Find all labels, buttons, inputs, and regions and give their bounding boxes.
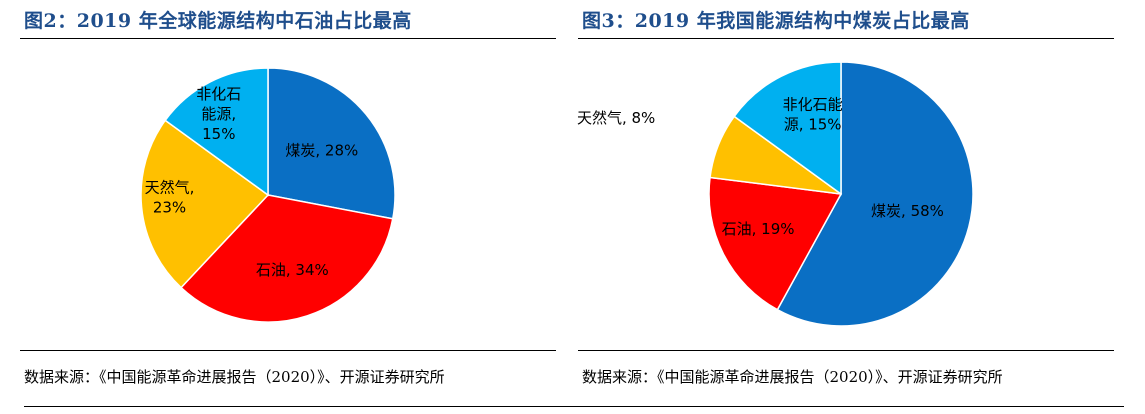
pie-slice-0 <box>267 67 396 220</box>
pie-slice-0 <box>776 61 974 327</box>
slice-label-line: 非化石能 <box>783 96 843 114</box>
slice-label-line: 23% <box>153 198 186 216</box>
chart-title: 图3：2019 年我国能源结构中煤炭占比最高 <box>582 10 970 32</box>
source-note: 数据来源：《中国能源革命进展报告（2020）》、开源证券研究所 <box>24 368 445 386</box>
title-divider <box>578 38 1114 39</box>
source-divider <box>578 350 1114 351</box>
slice-label: 非化石能源, 15% <box>196 85 241 143</box>
pie-chart-china: 煤炭, 58% 石油, 19% 天然气, 8% 非化石能源, 15% <box>577 61 974 327</box>
slice-label: 煤炭, 28% <box>285 141 358 159</box>
source-note: 数据来源：《中国能源革命进展报告（2020）》、开源证券研究所 <box>582 368 1003 386</box>
slice-label-line: 煤炭, 28% <box>285 141 358 159</box>
slice-label: 天然气, 23% <box>145 178 195 216</box>
slice-label: 石油, 34% <box>256 261 329 279</box>
slice-label-line: 石油, 19% <box>722 220 795 238</box>
pie-slice-2 <box>140 119 270 289</box>
source-divider <box>20 350 556 351</box>
slice-label-line: 煤炭, 58% <box>871 202 944 220</box>
slice-label: 煤炭, 58% <box>871 202 944 220</box>
title-divider <box>20 38 556 39</box>
pie-slice-3 <box>733 61 842 196</box>
chart-panel-global: 图2：2019 年全球能源结构中石油占比最高 煤炭, 28% 石油, 34% 天然气… <box>20 0 570 395</box>
slice-label-line: 石油, 34% <box>256 261 329 279</box>
slice-label-line: 天然气, 8% <box>577 109 655 127</box>
slice-label-line: 天然气, <box>145 178 195 196</box>
slice-label-line: 能源, <box>201 105 236 123</box>
pie-slice-1 <box>708 176 843 311</box>
chart-title: 图2：2019 年全球能源结构中石油占比最高 <box>24 10 412 32</box>
page-bottom-divider <box>24 406 1124 407</box>
slice-label-line: 15% <box>202 125 235 143</box>
slice-label: 天然气, 8% <box>577 109 655 127</box>
pie-slice-3 <box>164 67 269 197</box>
slice-label: 非化石能源, 15% <box>783 96 843 134</box>
slice-label-line: 非化石 <box>196 85 241 103</box>
pie-slice-1 <box>180 194 394 323</box>
pie-chart-global: 煤炭, 28% 石油, 34% 天然气, 23% 非化石能源, 15% <box>140 67 396 323</box>
slice-label-line: 源, 15% <box>784 116 842 134</box>
chart-panel-china: 图3：2019 年我国能源结构中煤炭占比最高 煤炭, 58% 石油, 19% 天然气… <box>577 0 1128 395</box>
slice-label: 石油, 19% <box>722 220 795 238</box>
